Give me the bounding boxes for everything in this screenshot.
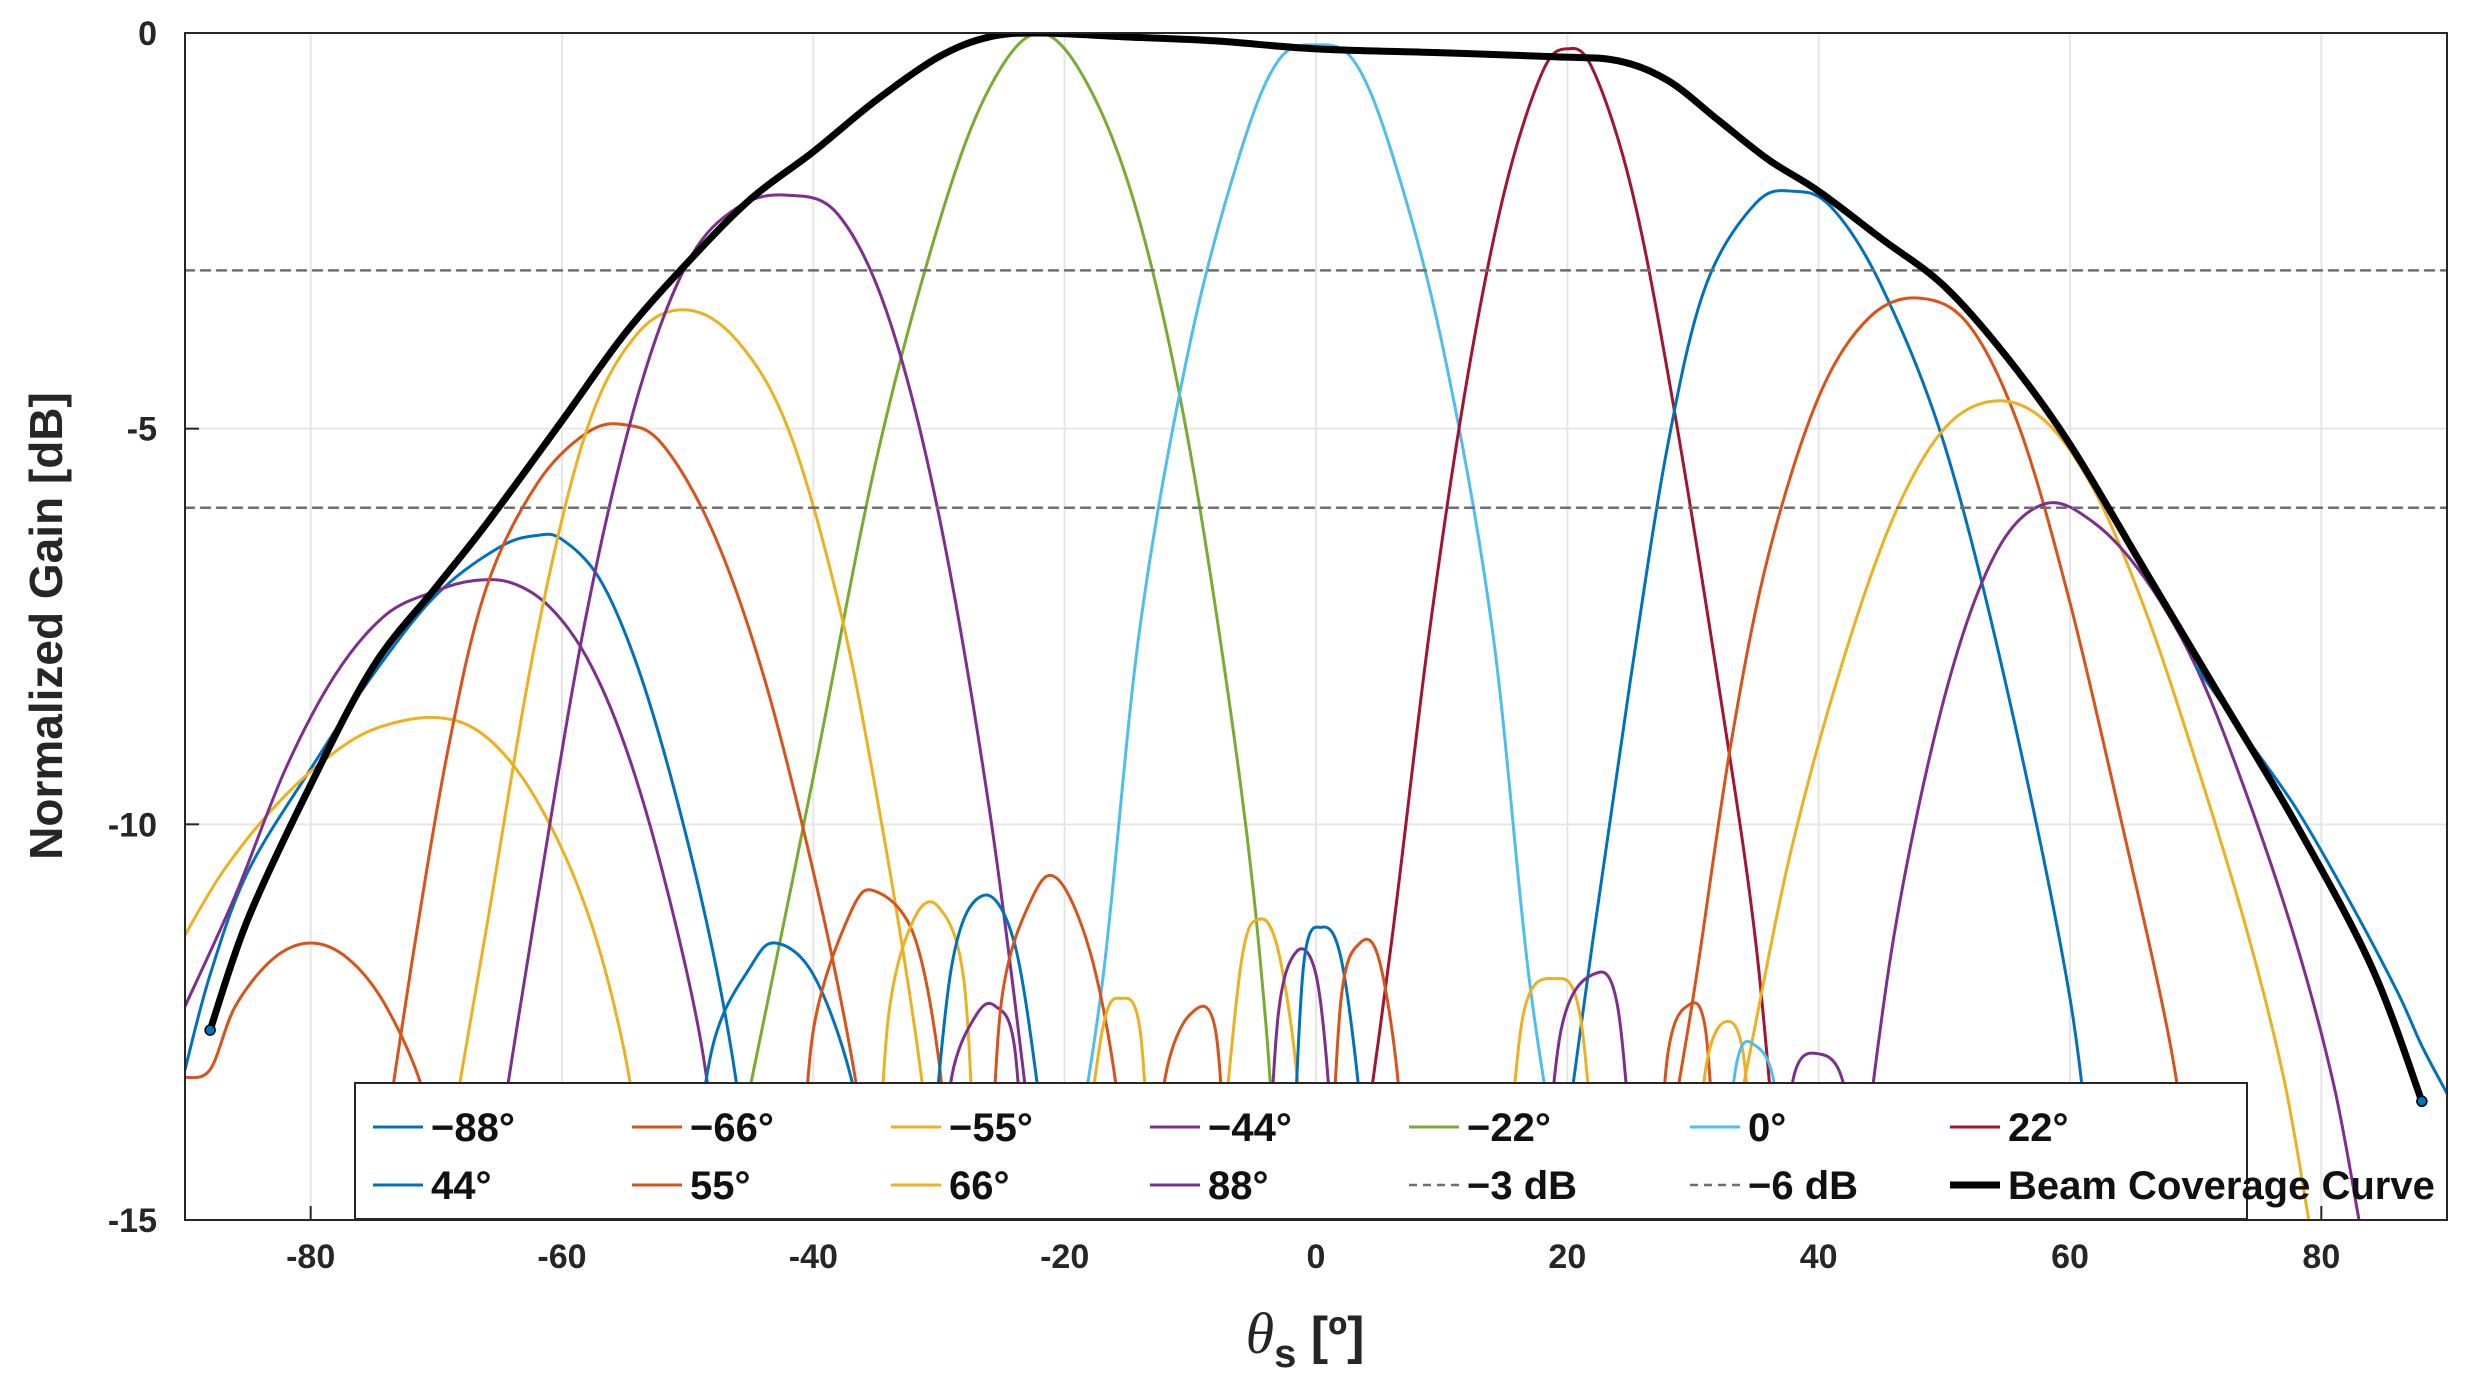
legend-label-minus66deg: −66° xyxy=(690,1106,774,1150)
x-axis-title-unit: [º] xyxy=(1296,1307,1364,1365)
series-line-55deg xyxy=(1653,296,2198,1220)
legend-label-beam-coverage-curve: Beam Coverage Curve xyxy=(2008,1164,2435,1208)
x-tick-label: -40 xyxy=(789,1238,838,1276)
coverage-endpoint-marker xyxy=(2416,1095,2428,1108)
series-line-minus55deg xyxy=(874,900,979,1220)
x-tick-label: -20 xyxy=(1040,1238,1089,1276)
series-line-minus55deg xyxy=(434,308,941,1220)
y-tick-label: -15 xyxy=(108,1202,157,1240)
legend-label-minus44deg: −44° xyxy=(1208,1106,1292,1150)
series-line-66deg xyxy=(1716,399,2311,1220)
coverage-endpoint-marker xyxy=(204,1024,216,1036)
series-line-minus66deg xyxy=(987,873,1129,1220)
x-tick-label: 80 xyxy=(2302,1238,2340,1276)
x-tick-label: -80 xyxy=(286,1238,335,1276)
legend-label-minus22deg: −22° xyxy=(1467,1106,1551,1150)
legend-label-88deg: 88° xyxy=(1208,1164,1269,1208)
legend-label-minus55deg: −55° xyxy=(949,1106,1033,1150)
legend-label-minus6-db: −6 dB xyxy=(1748,1164,1858,1208)
series-line-44deg xyxy=(1553,189,2097,1220)
y-tick-label: 0 xyxy=(138,15,157,53)
legend-label-minus3-db: −3 dB xyxy=(1467,1164,1577,1208)
legend-label-66deg: 66° xyxy=(949,1164,1010,1208)
legend-label-0deg: 0° xyxy=(1748,1106,1786,1150)
x-tick-label: 60 xyxy=(2051,1238,2089,1276)
series-line-beam-coverage-curve xyxy=(206,33,2426,1105)
legend-label-44deg: 44° xyxy=(431,1164,492,1208)
legend-label-55deg: 55° xyxy=(690,1164,751,1208)
series-line-minus44deg xyxy=(185,578,727,1220)
legend-label-22deg: 22° xyxy=(2008,1106,2069,1150)
x-axis-title-symbol: θ xyxy=(1246,1301,1275,1366)
series-line-minus44deg xyxy=(485,193,1042,1220)
x-tick-label: 20 xyxy=(1548,1238,1586,1276)
x-tick-label: -60 xyxy=(537,1238,586,1276)
y-axis-title: Normalized Gain [dB] xyxy=(20,392,72,860)
series-line-minus88deg xyxy=(185,532,752,1220)
x-axis-title: θs [º] xyxy=(1246,1301,1365,1376)
series-line-88deg xyxy=(1854,501,2361,1220)
legend-box xyxy=(354,1082,2248,1220)
x-tick-label: 40 xyxy=(1800,1238,1838,1276)
series-line-minus66deg xyxy=(372,422,878,1220)
y-tick-label: -5 xyxy=(127,411,157,449)
axis-ticks: -80 -60 -40 -20 0 20 40 60 80 0 -5 -10 -15 xyxy=(108,15,2340,1276)
legend-label-minus88deg: −88° xyxy=(431,1106,515,1150)
legend: −88° −66° −55° −44° −22° 0° 22° 44° 55° 66° 88° −3 … xyxy=(354,1082,2435,1220)
y-tick-label: -10 xyxy=(108,806,157,844)
x-axis-title-subscript: s xyxy=(1274,1332,1296,1376)
series-line-0deg xyxy=(1063,43,1569,1220)
x-tick-label: 0 xyxy=(1307,1238,1326,1276)
